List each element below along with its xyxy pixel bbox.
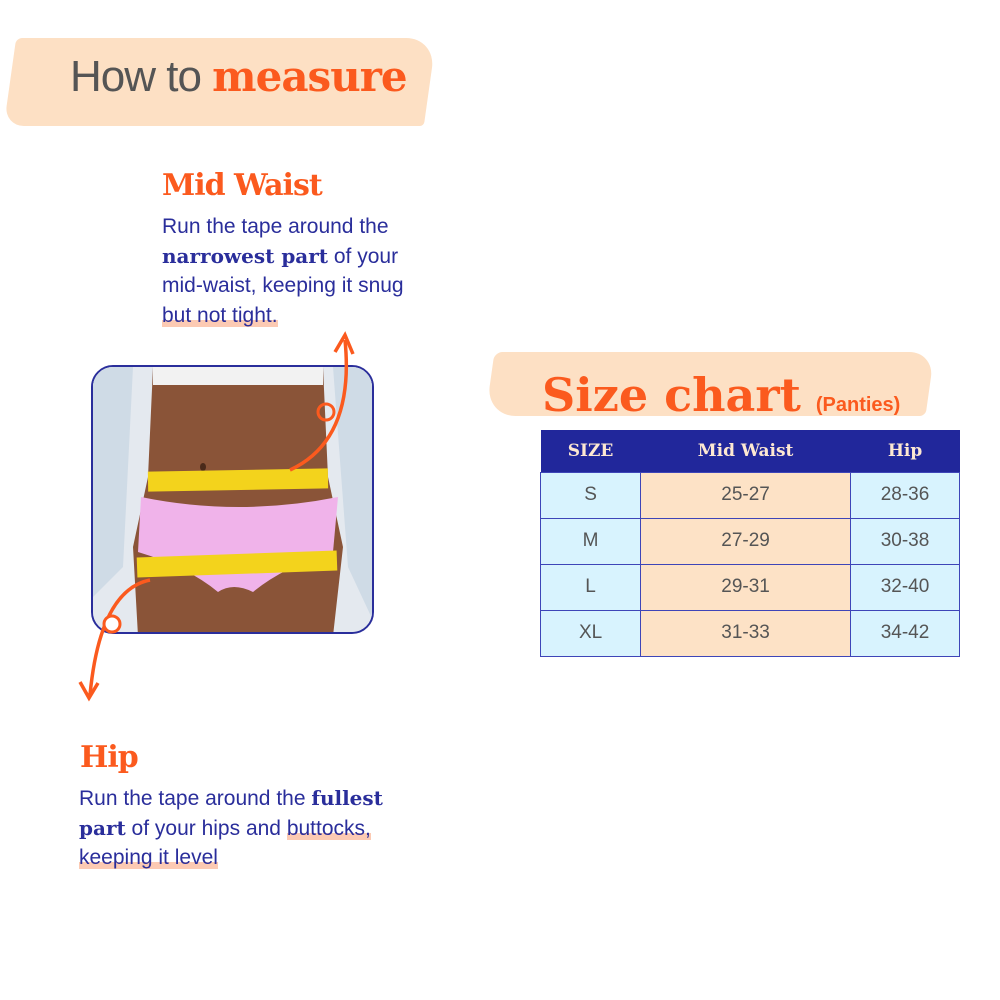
waist-cell: 27-29 <box>640 517 852 565</box>
column-header: SIZE <box>540 430 641 472</box>
size-cell: XL <box>539 609 642 657</box>
hip-instructions: Run the tape around the fullest part of … <box>79 786 383 869</box>
size-chart-table: SIZE Mid Waist Hip S 25-27 28-36 M 27-29 30-38… <box>539 430 960 657</box>
hip-cell: 32-40 <box>850 563 960 611</box>
column-header: Hip <box>850 430 960 472</box>
size-cell: S <box>539 471 642 519</box>
column-header: Mid Waist <box>640 430 851 472</box>
hip-cell: 28-36 <box>850 471 960 519</box>
page-title: How to measure <box>70 52 408 101</box>
size-cell: M <box>539 517 642 565</box>
table-row: XL 31-33 34-42 <box>539 609 960 657</box>
table-header: SIZE Mid Waist Hip <box>540 430 960 472</box>
table-row: S 25-27 28-36 <box>539 471 960 519</box>
measurement-photo <box>91 365 374 634</box>
arrow-down-icon <box>88 578 151 696</box>
mid-waist-heading: Mid Waist <box>162 168 323 203</box>
size-chart-title: Size chart (Panties) <box>542 368 901 422</box>
table-row: L 29-31 32-40 <box>539 563 960 611</box>
hip-cell: 30-38 <box>850 517 960 565</box>
table-row: M 27-29 30-38 <box>539 517 960 565</box>
arrows <box>78 331 355 702</box>
size-cell: L <box>539 563 642 611</box>
waist-cell: 25-27 <box>640 471 852 519</box>
waist-cell: 31-33 <box>640 609 852 657</box>
hip-cell: 34-42 <box>850 609 960 657</box>
mid-waist-instructions: Run the tape around the narrowest part o… <box>162 215 404 327</box>
arrow-up-icon <box>289 339 349 472</box>
hip-heading: Hip <box>80 740 139 775</box>
waist-cell: 29-31 <box>640 563 852 611</box>
